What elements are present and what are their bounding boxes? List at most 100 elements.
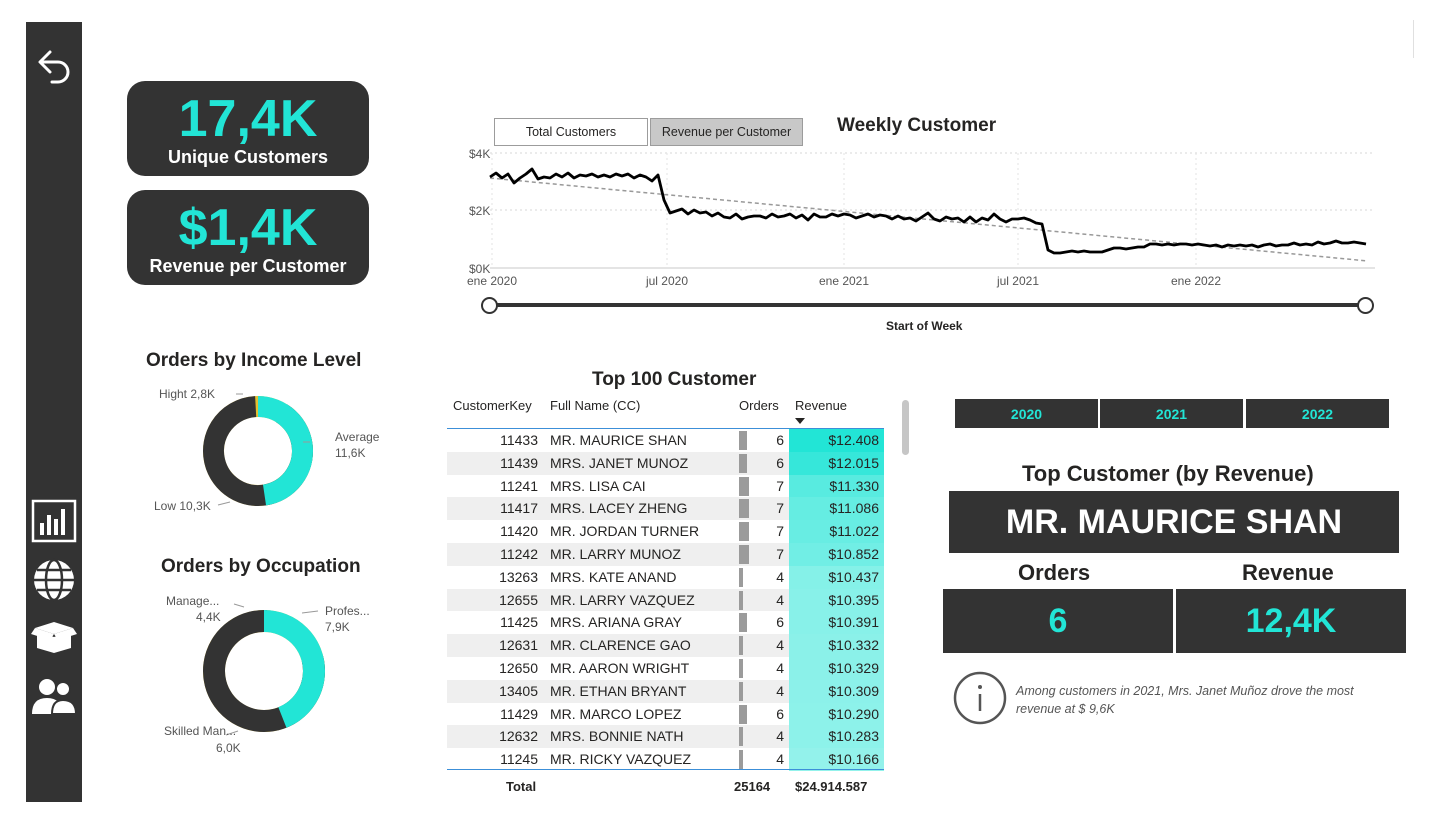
- cell-revenue: $10.290: [789, 702, 884, 726]
- total-label: Total: [506, 779, 537, 794]
- cell-fullname: MRS. JANET MUNOZ: [550, 454, 689, 471]
- cell-revenue: $10.332: [789, 634, 884, 657]
- cell-orders: 6: [776, 454, 784, 471]
- cell-fullname: MR. ETHAN BRYANT: [550, 682, 687, 699]
- orders-databar: [739, 613, 747, 633]
- cell-fullname: MR. MAURICE SHAN: [550, 432, 687, 448]
- header-orders[interactable]: Orders: [739, 398, 779, 413]
- table-row[interactable]: 11417 MRS. LACEY ZHENG 7 $11.086: [447, 497, 884, 521]
- globe-icon[interactable]: [26, 556, 82, 604]
- table-row[interactable]: 11433 MR. MAURICE SHAN 6 $12.408: [447, 429, 884, 452]
- orders-databar: [739, 750, 743, 770]
- cell-revenue: $11.022: [789, 520, 884, 543]
- table-row[interactable]: 11245 MR. RICKY VAZQUEZ 4 $10.166: [447, 748, 884, 771]
- cell-customerkey: 12650: [499, 660, 538, 676]
- table-row[interactable]: 11425 MRS. ARIANA GRAY 6 $10.391: [447, 611, 884, 635]
- table-title: Top 100 Customer: [592, 369, 757, 390]
- cell-customerkey: 11420: [500, 523, 538, 540]
- table-row[interactable]: 13405 MR. ETHAN BRYANT 4 $10.309: [447, 679, 884, 703]
- table-row[interactable]: 13263 MRS. KATE ANAND 4 $10.437: [447, 565, 884, 589]
- toggle-revenue-per-customer[interactable]: Revenue per Customer: [650, 118, 803, 146]
- header-revenue[interactable]: Revenue: [795, 398, 848, 413]
- cell-fullname: MR. RICKY VAZQUEZ: [550, 751, 692, 768]
- total-orders: 25164: [734, 779, 771, 794]
- date-slider-start-handle[interactable]: [481, 297, 498, 314]
- cell-customerkey: 13405: [499, 682, 538, 699]
- cell-revenue: $10.309: [789, 679, 884, 703]
- cell-fullname: MRS. LISA CAI: [550, 477, 646, 494]
- orders-databar: [739, 453, 747, 473]
- cell-customerkey: 12632: [499, 728, 538, 745]
- cell-revenue: $12.015: [789, 451, 884, 475]
- toggle-total-customers[interactable]: Total Customers: [494, 118, 648, 146]
- cell-revenue: $10.437: [789, 565, 884, 589]
- kpi-value: $1,4K: [178, 199, 318, 257]
- orders-databar: [739, 567, 743, 587]
- kpi-label: Revenue per Customer: [149, 256, 347, 276]
- label-hight: Hight 2,8K: [159, 387, 215, 401]
- income-chart-title: Orders by Income Level: [146, 350, 362, 371]
- back-arrow-icon[interactable]: [26, 42, 82, 92]
- date-slider-track[interactable]: [489, 303, 1366, 307]
- table-row[interactable]: 11420 MR. JORDAN TURNER 7 $11.022: [447, 520, 884, 543]
- cell-fullname: MR. AARON WRIGHT: [550, 660, 690, 676]
- y-tick: $2K: [469, 204, 490, 218]
- info-icon: [953, 671, 1007, 725]
- label-skilled: Skilled Man...: [164, 724, 236, 738]
- year-button-2020[interactable]: 2020: [955, 399, 1098, 428]
- cell-customerkey: 11429: [500, 705, 538, 722]
- orders-databar: [739, 659, 743, 678]
- table-row[interactable]: 11439 MRS. JANET MUNOZ 6 $12.015: [447, 451, 884, 475]
- cell-orders: 6: [776, 432, 784, 448]
- value-average: 11,6K: [335, 446, 365, 460]
- y-tick: $0K: [469, 262, 490, 276]
- table-row[interactable]: 11241 MRS. LISA CAI 7 $11.330: [447, 474, 884, 498]
- top-customer-orders-value: 6: [943, 589, 1173, 653]
- top-customer-revenue-value: 12,4K: [1176, 589, 1406, 653]
- table-scrollbar[interactable]: [902, 400, 909, 455]
- orders-databar: [739, 431, 747, 450]
- cell-fullname: MRS. BONNIE NATH: [550, 728, 684, 745]
- header-fullname[interactable]: Full Name (CC): [550, 398, 641, 413]
- bar-chart-icon[interactable]: [26, 498, 82, 544]
- cell-orders: 7: [776, 546, 784, 562]
- cell-fullname: MRS. LACEY ZHENG: [550, 500, 688, 517]
- revenue-series-line: [489, 167, 1367, 255]
- table-row[interactable]: 12655 MR. LARRY VAZQUEZ 4 $10.395: [447, 588, 884, 612]
- table-row[interactable]: 12631 MR. CLARENCE GAO 4 $10.332: [447, 634, 884, 657]
- orders-databar: [739, 727, 743, 747]
- cell-revenue: $10.283: [789, 725, 884, 749]
- x-tick: ene 2022: [1171, 274, 1221, 288]
- table-row[interactable]: 12632 MRS. BONNIE NATH 4 $10.283: [447, 725, 884, 749]
- table-row[interactable]: 12650 MR. AARON WRIGHT 4 $10.329: [447, 657, 884, 680]
- table-row[interactable]: 11242 MR. LARRY MUNOZ 7 $10.852: [447, 543, 884, 566]
- cell-customerkey: 11242: [500, 546, 538, 562]
- revenue-label: Revenue: [1242, 560, 1334, 585]
- total-revenue: $24.914.587: [795, 779, 868, 794]
- orders-label: Orders: [1018, 560, 1091, 585]
- orders-databar: [739, 545, 749, 564]
- value-manage: 4,4K: [196, 610, 221, 624]
- cell-fullname: MRS. ARIANA GRAY: [550, 614, 682, 631]
- date-slider-end-handle[interactable]: [1357, 297, 1374, 314]
- cell-orders: 4: [776, 637, 784, 654]
- cell-fullname: MR. CLARENCE GAO: [550, 637, 691, 654]
- cell-fullname: MR. LARRY VAZQUEZ: [550, 591, 695, 608]
- weekly-line-chart: $4K $2K $0K ene 2020 jul 2020 ene 2021 j…: [467, 147, 1375, 288]
- year-button-2021[interactable]: 2021: [1100, 399, 1243, 428]
- cell-orders: 7: [776, 523, 784, 540]
- x-tick: jul 2021: [996, 274, 1039, 288]
- year-button-2022[interactable]: 2022: [1246, 399, 1389, 428]
- users-icon[interactable]: [26, 674, 82, 718]
- box-icon[interactable]: [26, 616, 82, 656]
- header-customerkey[interactable]: CustomerKey: [453, 398, 532, 413]
- table-body: 11433 MR. MAURICE SHAN 6 $12.408 11439 MRS. J…: [447, 429, 884, 771]
- kpi-label: Unique Customers: [167, 147, 329, 167]
- table-row[interactable]: 11429 MR. MARCO LOPEZ 6 $10.290: [447, 702, 884, 726]
- trend-line: [489, 177, 1369, 262]
- cell-customerkey: 12631: [499, 637, 538, 654]
- top-customer-name: MR. MAURICE SHAN: [949, 491, 1399, 553]
- y-tick: $4K: [469, 147, 490, 161]
- cell-fullname: MR. LARRY MUNOZ: [550, 546, 681, 562]
- cell-customerkey: 11433: [500, 432, 538, 448]
